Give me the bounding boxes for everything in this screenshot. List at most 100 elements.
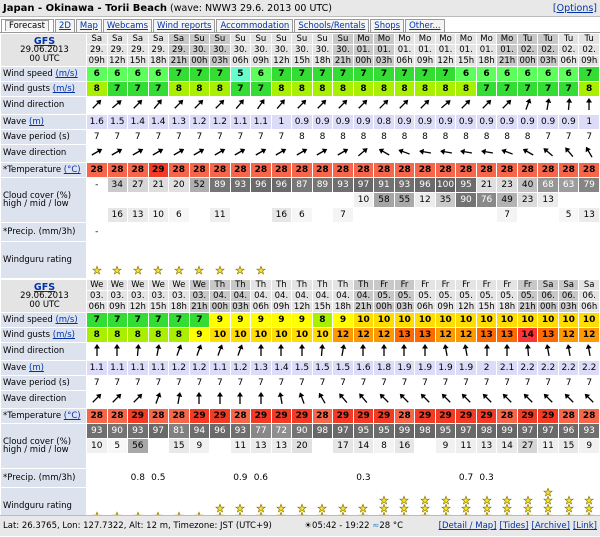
tab-link[interactable]: Wind reports (157, 21, 212, 31)
arrow-cell (414, 342, 436, 361)
direction-arrow (339, 393, 348, 404)
arrow-cell (270, 390, 293, 409)
arrow-icon (420, 393, 430, 403)
direction-arrow (176, 392, 183, 405)
wave-cell: 1.1 (229, 114, 252, 130)
arrow-head (240, 148, 246, 154)
temperature-cell: 28 (475, 162, 498, 178)
direction-arrow (176, 344, 183, 356)
options-link[interactable]: [Options] (552, 2, 597, 14)
tab-link[interactable]: Map (79, 21, 98, 31)
wave-cell: 2.2 (557, 360, 580, 376)
footer-link[interactable]: [Archive] (531, 521, 570, 531)
label-unit[interactable]: (°C) (63, 410, 81, 421)
date-cell: 01. (434, 44, 457, 56)
label-unit[interactable]: (°C) (63, 164, 81, 175)
day-cell: Sa (106, 33, 129, 45)
direction-arrow (501, 148, 513, 155)
direction-arrow (441, 393, 451, 403)
rating-stars (91, 265, 102, 275)
footer-link[interactable]: [Link] (572, 521, 597, 531)
direction-arrow (196, 392, 203, 404)
wind-speed-cell: 10 (578, 312, 600, 328)
direction-arrow (278, 392, 285, 405)
precip-cell (106, 222, 129, 242)
arrow-icon (133, 99, 143, 109)
temperature-cell: 28 (352, 162, 375, 178)
rating-stars (153, 265, 164, 275)
day-cell: Mo (373, 33, 395, 45)
hour-cell: 03h (557, 301, 580, 313)
date-cell: 05. (455, 290, 477, 302)
wind-gusts-cell: 8 (188, 81, 211, 97)
footer-link[interactable]: [Detail / Map] (438, 521, 497, 531)
rating-mark (214, 265, 225, 275)
arrow-head (177, 99, 184, 106)
label-unit[interactable]: (m/s) (52, 83, 75, 94)
date-cell: 01. (352, 44, 375, 56)
direction-arrow (133, 99, 143, 109)
label-text: Cloud cover (%) (3, 190, 72, 201)
tab: Accommodation (216, 19, 294, 32)
label-unit[interactable]: (m/s) (55, 68, 78, 79)
row-label: Wind speed (m/s) (0, 66, 87, 82)
arrow-cell (578, 144, 600, 163)
arrow-cell (414, 96, 436, 115)
direction-arrow (420, 99, 430, 109)
label-unit[interactable]: (m) (29, 362, 44, 373)
arrow-cell (578, 390, 600, 409)
label-text: Windguru rating (3, 500, 72, 511)
cloud-cell: 93 (229, 423, 252, 439)
arrow-icon (153, 99, 163, 110)
temperature-row: *Temperature (°C) 28 28 29 28 28 29 29 28 29 29 29 2… (0, 408, 600, 424)
wave-period-cell: 7 (434, 375, 457, 391)
precip-cell (537, 222, 559, 242)
star (440, 495, 451, 505)
direction-arrow (422, 344, 428, 356)
hour-cell: 06h (557, 55, 580, 67)
tab-link[interactable]: Webcams (106, 21, 148, 31)
wind-gusts-cell: 13 (537, 327, 559, 343)
star (502, 503, 512, 513)
rating-mark (194, 265, 205, 275)
wind-speed-cell: 7 (127, 312, 149, 328)
precip-cell: 0.3 (475, 468, 498, 488)
model-link[interactable]: GFS (33, 35, 56, 47)
wind-gusts-cell: 8 (270, 81, 293, 97)
tab-link[interactable]: Forecast (5, 20, 49, 31)
footer-link[interactable]: [Tides] (499, 521, 529, 531)
model-link[interactable]: GFS (33, 281, 56, 293)
arrow-cell (168, 144, 190, 163)
cloud-cell (106, 192, 129, 208)
hour-cell: 03h (209, 55, 231, 67)
day-cell: We (127, 279, 149, 291)
label-unit[interactable]: (m) (29, 116, 44, 127)
header-row: 03. 03. 03. 03. 03. 03. 04. 04. 04. 04. 04. 04. 04. 0… (1, 290, 600, 302)
temperature-cell: 29 (455, 408, 477, 424)
arrow-icon (460, 148, 473, 155)
cloud-row: Cloud cover (%) high / mid / low 93 90 93 97 8… (0, 423, 600, 469)
arrow-head (134, 344, 141, 349)
tab-link[interactable]: 2D (58, 21, 71, 31)
arrow-icon (174, 99, 184, 109)
cloud-cell: 10 (352, 192, 375, 208)
header-row: 06h 09h 12h 15h 18h 21h 00h 03h 06h 09h 12h 15h 18h 2… (1, 301, 600, 313)
wind-gusts-cell: 7 (496, 81, 518, 97)
tab-link[interactable]: Accommodation (220, 21, 290, 31)
arrow-cell (475, 342, 498, 361)
direction-arrow (585, 344, 592, 357)
tab-link[interactable]: Shops (374, 21, 401, 31)
arrow-head (524, 344, 531, 349)
rating-stars (418, 242, 432, 275)
date-cell: 30. (188, 44, 211, 56)
tab-link[interactable]: Other... (409, 21, 441, 31)
label-unit[interactable]: (m/s) (52, 329, 75, 340)
tab-link[interactable]: Schools/Rentals (298, 21, 366, 31)
wave-direction-row: Wave direction (0, 144, 600, 163)
label-unit[interactable]: (m/s) (55, 314, 78, 325)
wave-cell: 0.9 (537, 114, 559, 130)
temperature-cell: 28 (393, 408, 416, 424)
arrow-icon (379, 99, 389, 109)
arrow-head (398, 148, 405, 155)
row-label: Wind direction (0, 96, 87, 115)
